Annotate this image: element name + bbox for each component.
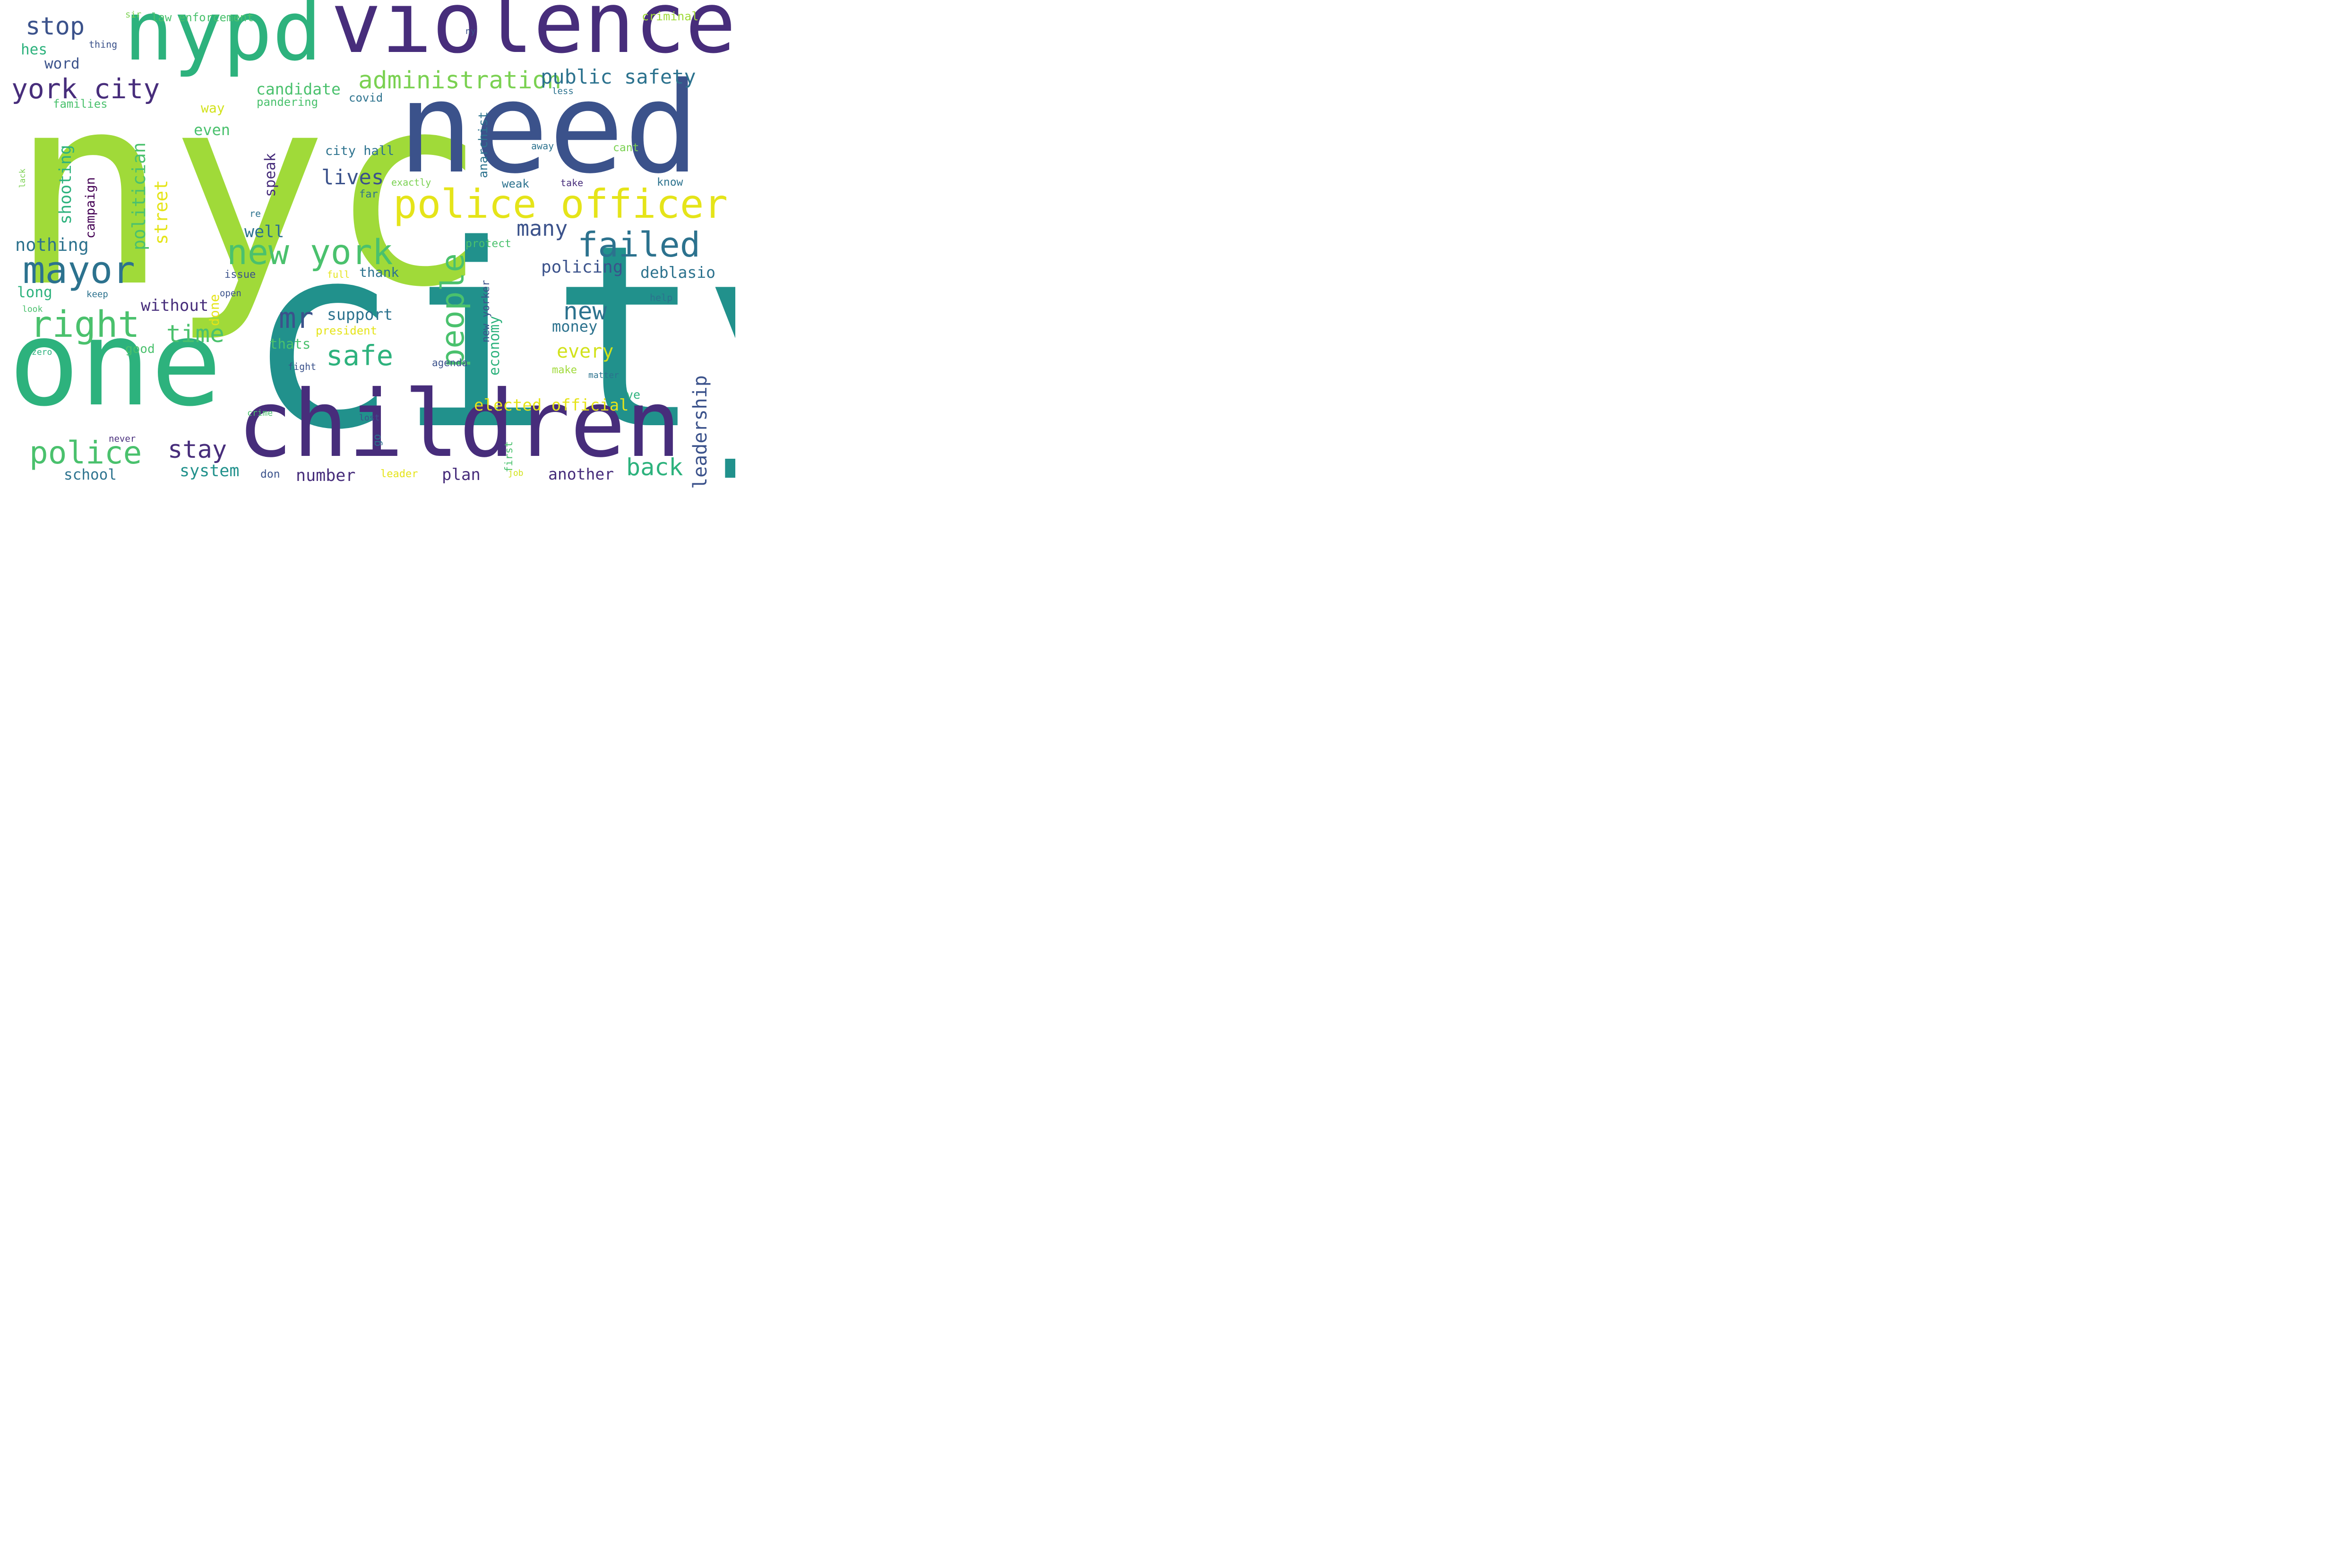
word-even: even [194, 121, 231, 139]
word-job: job [508, 468, 524, 478]
word-plan: plan [442, 465, 481, 484]
word-children: children [237, 370, 681, 478]
word-families: families [53, 97, 108, 111]
word-word: word [44, 55, 80, 72]
word-money: money [552, 317, 598, 335]
word-leader: leader [380, 468, 418, 480]
word-mayor: mayor [23, 248, 135, 292]
word-stop: stop [26, 12, 85, 41]
word-ny: ny [465, 26, 476, 36]
word-sir: sir [125, 9, 142, 20]
word-good: good [125, 342, 155, 356]
word-support: support [327, 305, 393, 324]
word-zero: zero [32, 347, 52, 357]
word-long: long [17, 284, 52, 301]
word-policing: policing [541, 257, 623, 277]
word-fight: fight [288, 361, 317, 372]
word-violence: violence [331, 0, 735, 72]
word-way: way [201, 100, 225, 116]
word-done: done [207, 294, 222, 326]
word-matter: matter [588, 370, 620, 380]
word-crime: crime [247, 408, 273, 418]
word-york-city: york city [11, 73, 160, 105]
word-safe: safe [326, 339, 394, 372]
word-speak: speak [262, 153, 279, 197]
word-stay: stay [168, 436, 227, 464]
word-law-enforcement: law enforcement [151, 11, 254, 24]
word-administration: administration [358, 67, 561, 94]
word-new-york: new york [227, 232, 393, 273]
word-right: right [30, 304, 140, 346]
word-one: one [9, 295, 222, 432]
word-agenda: agenda [432, 357, 468, 368]
word-take: take [560, 177, 584, 189]
word-thing: thing [89, 39, 118, 50]
word-full: full [327, 269, 350, 280]
word-many: many [517, 216, 568, 241]
word-nothing: nothing [15, 235, 89, 255]
word-look: look [22, 304, 43, 314]
word-school: school [64, 466, 117, 483]
word-exactly: exactly [391, 177, 431, 188]
word-police: police [29, 435, 142, 471]
word-lost: lost [359, 413, 380, 423]
word-lack: lack [18, 169, 27, 188]
word-know: know [657, 176, 683, 189]
word-open: open [220, 288, 241, 299]
word-ve: ve [626, 388, 641, 402]
word-don: don [260, 468, 280, 480]
word-without: without [141, 296, 209, 315]
word-new: new [563, 298, 607, 326]
word-nypd: nypd [124, 0, 322, 79]
word-campaign: campaign [83, 177, 98, 239]
word-go: go [371, 434, 383, 447]
word-never: never [109, 434, 136, 444]
word-thats: thats [269, 336, 311, 352]
word-well: well [244, 223, 284, 241]
word-re: re [250, 208, 261, 219]
word-system: system [180, 462, 240, 480]
word-lives: lives [321, 165, 384, 189]
word-pandering: pandering [257, 95, 319, 109]
word-help: help [650, 292, 673, 303]
word-back: back [626, 454, 683, 481]
word-people: people [434, 253, 471, 368]
word-elected-official: elected official [474, 396, 629, 415]
word-less: less [552, 86, 574, 96]
word-failed: failed [577, 225, 701, 265]
word-nyc: nyc [9, 37, 488, 345]
word-mr: mr [279, 301, 314, 335]
word-number: number [296, 466, 356, 485]
word-time: time [166, 320, 224, 348]
word-far: far [359, 189, 378, 200]
word-city-hall: city hall [325, 144, 395, 158]
word-keep: keep [86, 289, 108, 300]
word-issue: issue [224, 269, 256, 281]
word-politician: politician [129, 142, 149, 250]
word-new-yorker: new yorker [480, 280, 492, 343]
word-another: another [548, 465, 614, 483]
word-cant: cant [613, 142, 639, 154]
word-police-officer: police officer [393, 181, 728, 227]
word-city: city [246, 191, 735, 485]
word-covid: covid [349, 91, 383, 104]
word-protect: protect [465, 238, 511, 250]
word-street: street [151, 180, 172, 245]
word-shooting: shooting [56, 145, 75, 224]
word-president: president [316, 324, 378, 337]
word-thank: thank [359, 265, 399, 280]
word-hes: hes [21, 41, 47, 58]
word-away: away [531, 140, 554, 152]
word-criminal: criminal [642, 9, 699, 23]
word-weak: weak [502, 177, 529, 190]
word-need: need [398, 56, 700, 201]
word-leadership: leadership [689, 375, 711, 489]
word-deblasio: deblasio [640, 263, 715, 282]
word-public-safety: public safety [541, 65, 696, 88]
word-candidate: candidate [256, 80, 341, 98]
word-make: make [552, 364, 577, 376]
word-anarchist: anarchist [476, 111, 491, 178]
word-every: every [557, 341, 614, 362]
